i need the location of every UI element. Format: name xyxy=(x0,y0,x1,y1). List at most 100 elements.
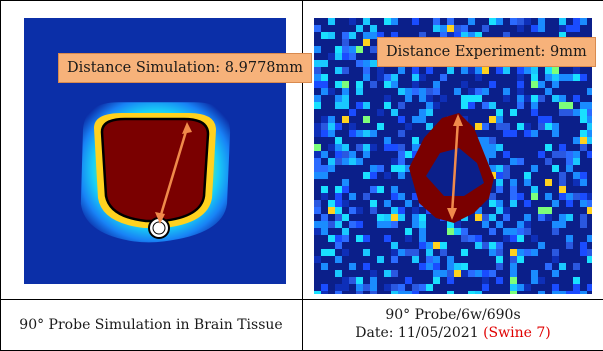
noise-pixel xyxy=(552,284,559,291)
noise-pixel xyxy=(573,291,580,294)
noise-pixel xyxy=(342,67,349,74)
noise-pixel xyxy=(433,263,440,270)
noise-pixel xyxy=(363,60,370,67)
noise-pixel xyxy=(587,102,592,109)
noise-pixel xyxy=(342,144,349,151)
noise-pixel xyxy=(398,67,405,74)
noise-pixel xyxy=(559,172,566,179)
noise-pixel xyxy=(587,137,592,144)
noise-pixel xyxy=(321,249,328,256)
noise-pixel xyxy=(356,221,363,228)
simulation-caption-text: 90° Probe Simulation in Brain Tissue xyxy=(19,317,283,333)
noise-pixel xyxy=(447,25,454,32)
noise-pixel xyxy=(552,67,559,74)
noise-pixel xyxy=(426,102,433,109)
noise-pixel xyxy=(573,158,580,165)
noise-pixel xyxy=(321,186,328,193)
noise-pixel xyxy=(566,158,573,165)
noise-pixel xyxy=(426,95,433,102)
noise-pixel xyxy=(419,263,426,270)
experiment-date: Date: 11/05/2021 xyxy=(355,325,479,341)
noise-pixel xyxy=(342,277,349,284)
noise-pixel xyxy=(384,137,391,144)
noise-pixel xyxy=(412,137,419,144)
noise-pixel xyxy=(573,18,580,25)
noise-pixel xyxy=(384,81,391,88)
noise-pixel xyxy=(391,207,398,214)
noise-pixel xyxy=(566,109,573,116)
noise-pixel xyxy=(566,200,573,207)
noise-pixel xyxy=(377,186,384,193)
noise-pixel xyxy=(342,95,349,102)
noise-pixel xyxy=(412,151,419,158)
noise-pixel xyxy=(531,193,538,200)
noise-pixel xyxy=(538,18,545,25)
noise-pixel xyxy=(314,123,321,130)
noise-pixel xyxy=(412,193,419,200)
noise-pixel xyxy=(475,242,482,249)
noise-pixel xyxy=(391,193,398,200)
noise-pixel xyxy=(503,88,510,95)
noise-pixel xyxy=(398,214,405,221)
noise-pixel xyxy=(573,74,580,81)
noise-pixel xyxy=(566,291,573,294)
noise-pixel xyxy=(573,172,580,179)
noise-pixel xyxy=(552,74,559,81)
noise-pixel xyxy=(363,284,370,291)
noise-pixel xyxy=(489,151,496,158)
noise-pixel xyxy=(524,249,531,256)
experiment-distance-label: Distance Experiment: 9mm xyxy=(377,37,596,67)
noise-pixel xyxy=(573,193,580,200)
noise-pixel xyxy=(419,95,426,102)
noise-pixel xyxy=(524,221,531,228)
noise-pixel xyxy=(517,193,524,200)
noise-pixel xyxy=(405,165,412,172)
noise-pixel xyxy=(496,200,503,207)
noise-pixel xyxy=(580,200,587,207)
noise-pixel xyxy=(335,207,342,214)
noise-pixel xyxy=(496,263,503,270)
noise-pixel xyxy=(580,179,587,186)
noise-pixel xyxy=(496,249,503,256)
noise-pixel xyxy=(559,214,566,221)
noise-pixel xyxy=(314,102,321,109)
noise-pixel xyxy=(510,228,517,235)
noise-pixel xyxy=(573,95,580,102)
noise-pixel xyxy=(349,151,356,158)
noise-pixel xyxy=(342,249,349,256)
noise-pixel xyxy=(461,102,468,109)
noise-pixel xyxy=(321,81,328,88)
noise-pixel xyxy=(587,130,592,137)
noise-pixel xyxy=(370,207,377,214)
noise-pixel xyxy=(489,137,496,144)
noise-pixel xyxy=(447,67,454,74)
noise-pixel xyxy=(545,144,552,151)
noise-pixel xyxy=(335,291,342,294)
noise-pixel xyxy=(419,221,426,228)
noise-pixel xyxy=(391,158,398,165)
noise-pixel xyxy=(531,25,538,32)
noise-pixel xyxy=(356,284,363,291)
noise-pixel xyxy=(545,67,552,74)
noise-pixel xyxy=(475,32,482,39)
noise-pixel xyxy=(468,95,475,102)
noise-pixel xyxy=(496,221,503,228)
left-border xyxy=(0,0,1,351)
noise-pixel xyxy=(335,46,342,53)
noise-pixel xyxy=(419,88,426,95)
noise-pixel xyxy=(412,221,419,228)
noise-pixel xyxy=(356,102,363,109)
noise-pixel xyxy=(349,221,356,228)
noise-pixel xyxy=(370,32,377,39)
noise-pixel xyxy=(412,81,419,88)
noise-pixel xyxy=(489,214,496,221)
noise-pixel xyxy=(538,116,545,123)
noise-pixel xyxy=(510,270,517,277)
noise-pixel xyxy=(363,116,370,123)
noise-pixel xyxy=(510,179,517,186)
noise-pixel xyxy=(559,144,566,151)
noise-pixel xyxy=(377,123,384,130)
noise-pixel xyxy=(496,242,503,249)
noise-pixel xyxy=(454,221,461,228)
noise-pixel xyxy=(370,200,377,207)
